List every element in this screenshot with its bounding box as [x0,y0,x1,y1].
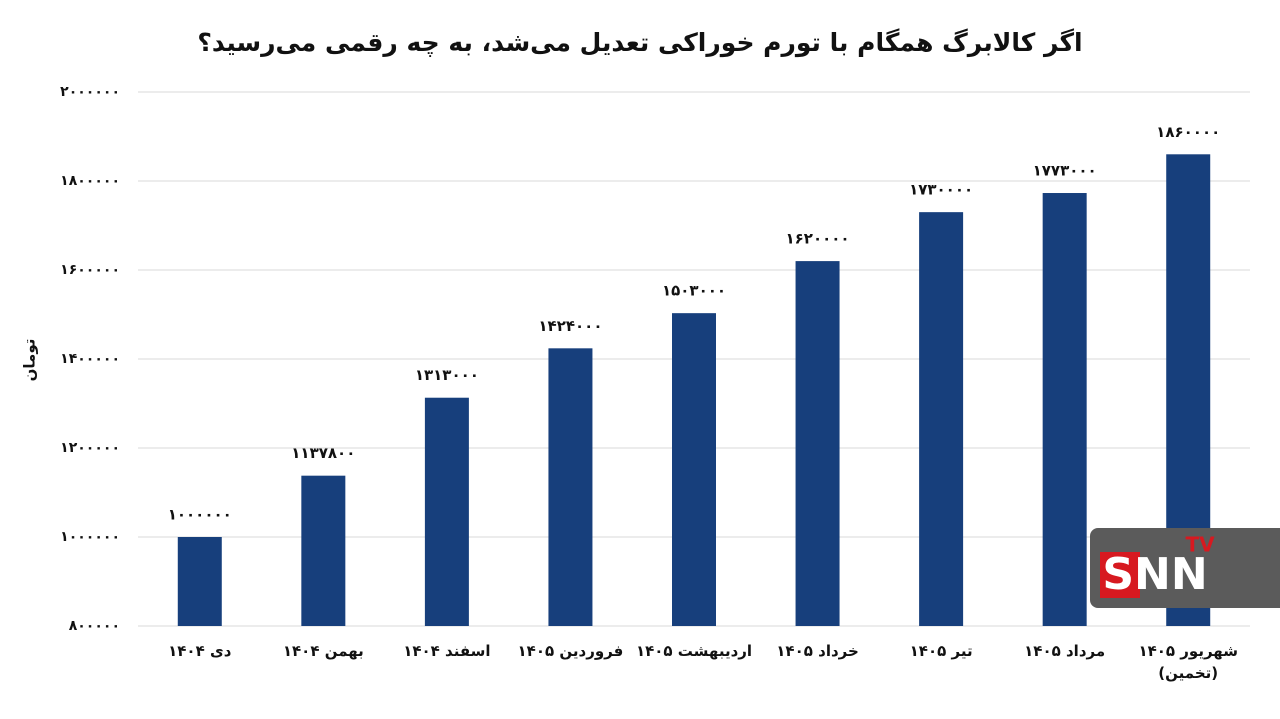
y-tick-label: ۱۴۰۰۰۰۰ [60,351,120,367]
x-tick-label: فروردین ۱۴۰۵ [517,642,624,660]
bar [177,537,222,626]
bar [301,475,346,626]
bar [1042,193,1087,626]
y-axis-label: تومان [21,339,39,382]
value-label: ۱۳۱۳۰۰۰ [415,366,479,384]
y-tick-label: ۲۰۰۰۰۰۰ [60,84,120,100]
y-tick-label: ۸۰۰۰۰۰ [69,618,120,634]
x-tick-label: اسفند ۱۴۰۴ [403,642,491,660]
bar [795,261,840,626]
y-tick-label: ۱۲۰۰۰۰۰ [60,440,120,456]
y-tick-label: ۱۶۰۰۰۰۰ [60,262,120,278]
value-label: ۱۸۶۰۰۰۰ [1156,123,1220,141]
watermark-sup: TV [1185,533,1215,557]
bar [424,397,469,626]
value-label: ۱۷۷۳۰۰۰ [1033,162,1097,180]
x-tick-label: مرداد ۱۴۰۵ [1024,642,1106,660]
chart-title: اگر کالابرگ همگام با تورم خوراکی تعدیل م… [197,28,1082,58]
watermark-red-box [1100,552,1140,598]
value-label: ۱۱۳۷۸۰۰ [291,444,355,462]
x-tick-label: خرداد ۱۴۰۵ [776,642,859,660]
x-tick-label: شهریور ۱۴۰۵ (تخمین) [1138,642,1238,682]
watermark-text: SNN [1102,549,1207,600]
bar [672,313,716,626]
watermark: SNN TV [1090,528,1280,608]
y-tick-label: ۱۸۰۰۰۰۰ [60,173,120,189]
value-label: ۱۰۰۰۰۰۰ [168,506,232,524]
x-tick-label: تیر ۱۴۰۵ [909,642,973,660]
bar [548,348,593,626]
value-label: ۱۶۲۰۰۰۰ [786,230,850,248]
x-tick-label: دی ۱۴۰۴ [168,642,232,660]
value-label: ۱۴۲۴۰۰۰ [538,317,602,335]
x-tick-label: بهمن ۱۴۰۴ [282,642,364,660]
bar [919,212,964,626]
y-tick-label: ۱۰۰۰۰۰۰ [60,529,120,545]
x-tick-label: اردیبهشت ۱۴۰۵ [635,642,753,660]
value-label: ۱۵۰۳۰۰۰ [662,282,726,300]
value-label: ۱۷۳۰۰۰۰ [909,181,973,199]
